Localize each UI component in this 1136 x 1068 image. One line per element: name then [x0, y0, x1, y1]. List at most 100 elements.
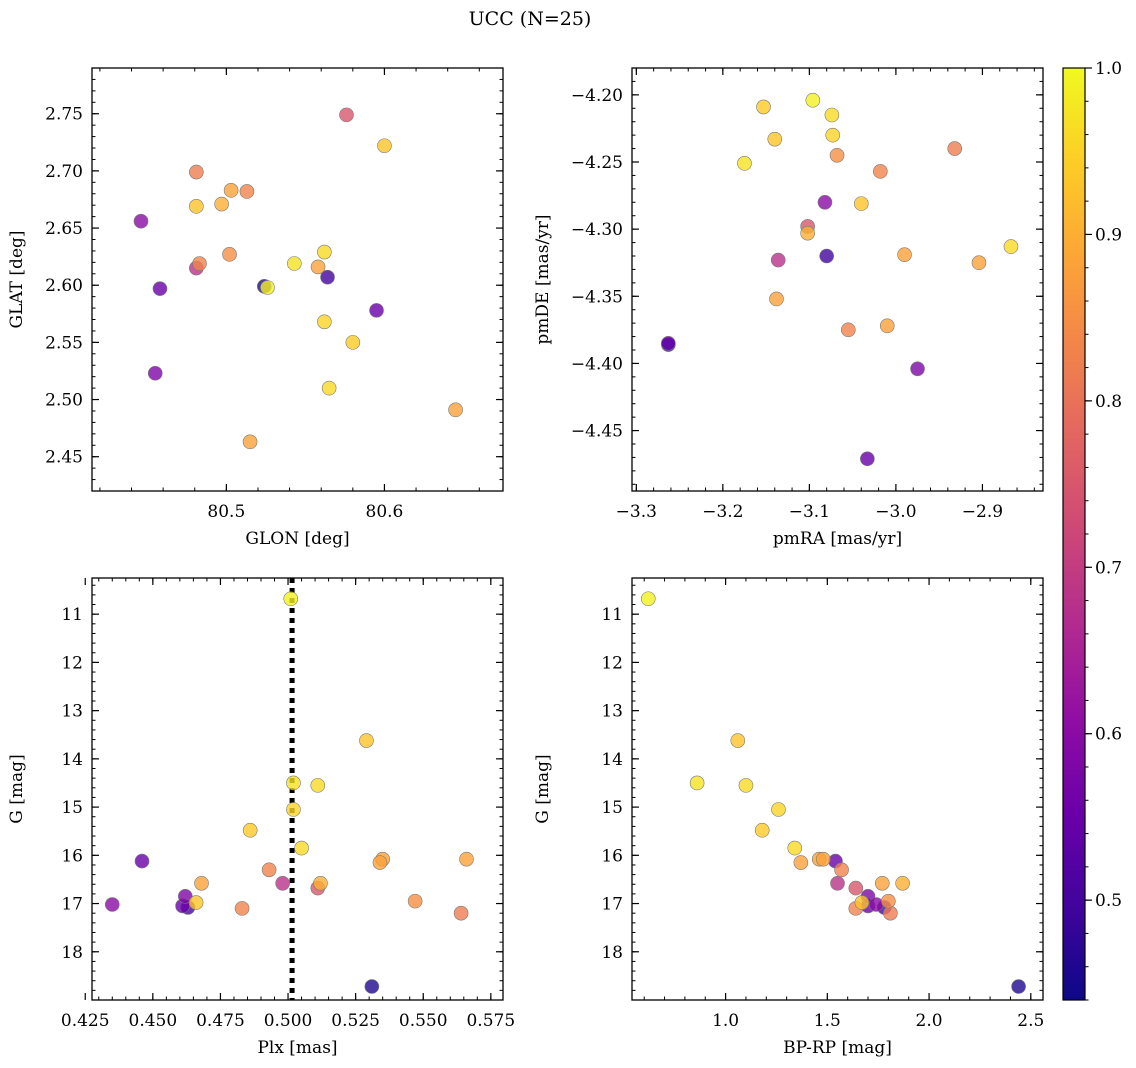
y-tick-label: 2.45 — [45, 448, 83, 468]
x-tick-label: 2.0 — [916, 1011, 943, 1031]
y-tick-label: −4.25 — [571, 153, 623, 173]
scatter-point — [881, 893, 896, 909]
scatter-point — [868, 897, 884, 912]
scatter-point — [310, 778, 326, 793]
y-tick-label: 17 — [601, 895, 623, 915]
scatter-point — [339, 107, 354, 123]
scatter-point — [188, 895, 204, 910]
scatter-point — [372, 855, 388, 870]
scatter-point — [286, 775, 301, 791]
colorbar-gradient — [1063, 68, 1085, 1000]
scatter-point — [147, 365, 163, 381]
scatter-point — [177, 889, 193, 904]
scatter-point — [767, 131, 783, 147]
scatter-point — [848, 880, 864, 896]
x-axis-label: BP-RP [mag] — [783, 1038, 892, 1058]
x-axis-label: pmRA [mas/yr] — [773, 529, 902, 549]
scatter-point — [242, 822, 258, 838]
scatter-point — [947, 141, 963, 156]
scatter-point — [640, 591, 656, 607]
data-layer — [133, 107, 463, 450]
x-tick-label: −3.0 — [875, 502, 916, 522]
scatter-point — [873, 164, 888, 179]
y-tick-label: 2.60 — [45, 276, 83, 296]
scatter-point — [189, 164, 204, 180]
data-layer — [661, 92, 1019, 467]
scatter-point — [377, 138, 392, 154]
scatter-point — [320, 269, 335, 285]
scatter-point — [829, 147, 845, 163]
scatter-point — [817, 194, 833, 210]
scatter-point — [345, 335, 361, 350]
x-tick-label: −3.2 — [702, 502, 743, 522]
y-tick-label: 14 — [61, 750, 83, 770]
colorbar: 0.5 0.6 0.7 0.8 0.9 1.0 — [1062, 59, 1122, 1001]
y-tick-label: 17 — [61, 895, 83, 915]
panel-plx-g: 0.425 0.450 0.475 0.500 0.525 0.550 0.575 11 12 1… — [7, 577, 515, 1058]
scatter-point — [133, 213, 149, 229]
scatter-point — [286, 802, 301, 817]
scatter-point — [1003, 239, 1019, 254]
scatter-point — [860, 451, 875, 467]
scatter-point — [261, 862, 277, 878]
data-layer — [104, 578, 474, 1000]
y-tick-label: 15 — [601, 798, 623, 818]
colorbar-tick-label: 0.9 — [1095, 225, 1122, 245]
scatter-point — [134, 853, 150, 869]
scatter-point — [793, 855, 809, 870]
y-tick-label: 12 — [61, 653, 83, 673]
y-tick-label: 11 — [61, 605, 83, 625]
x-tick-label: 80.5 — [207, 502, 245, 522]
colorbar-tick-label: 0.6 — [1095, 725, 1122, 745]
scatter-point — [800, 225, 815, 241]
x-tick-label: 0.575 — [466, 1011, 515, 1031]
y-tick-label: 11 — [601, 605, 623, 625]
scatter-point — [834, 862, 849, 878]
y-tick-label: −4.20 — [571, 86, 623, 106]
scatter-point — [223, 183, 239, 198]
scatter-point — [459, 851, 474, 867]
scatter-point — [738, 778, 754, 793]
y-tick-label: 2.75 — [45, 105, 83, 125]
y-axis-label: G [mag] — [533, 754, 553, 823]
scatter-point — [407, 893, 423, 909]
scatter-point — [189, 199, 204, 214]
scatter-point — [879, 318, 895, 334]
scatter-point — [294, 840, 309, 856]
y-tick-label: 16 — [601, 846, 623, 866]
colorbar-tick-label: 0.7 — [1095, 558, 1122, 578]
scatter-point — [192, 256, 207, 271]
scatter-point — [283, 591, 299, 607]
x-tick-label: 80.6 — [366, 502, 404, 522]
scatter-point — [453, 905, 469, 921]
y-tick-label: 2.50 — [45, 391, 83, 411]
y-tick-label: 13 — [61, 702, 83, 722]
y-tick-label: 18 — [61, 943, 83, 963]
x-tick-label: 0.425 — [61, 1011, 110, 1031]
scatter-point — [841, 322, 856, 338]
y-tick-label: 13 — [601, 702, 623, 722]
panel-glon-glat: 80.5 80.6 2.45 2.50 2.55 2.60 2.65 2.70 2.75 GLON… — [7, 67, 504, 549]
scatter-point — [769, 291, 784, 307]
y-tick-label: −4.30 — [571, 220, 623, 240]
x-tick-label: 1.0 — [712, 1011, 739, 1031]
y-tick-label: 12 — [601, 653, 623, 673]
y-axis-label: pmDE [mas/yr] — [533, 214, 553, 344]
scatter-point — [756, 99, 771, 115]
data-layer — [640, 591, 1026, 994]
scatter-point — [825, 127, 841, 143]
x-tick-label: 0.525 — [331, 1011, 380, 1031]
scatter-point — [815, 851, 831, 867]
scatter-point — [689, 775, 705, 791]
x-tick-label: 1.5 — [814, 1011, 841, 1031]
scatter-point — [321, 380, 337, 396]
colorbar-tick-label: 0.5 — [1095, 891, 1122, 911]
y-tick-label: 14 — [601, 750, 623, 770]
y-tick-label: 18 — [601, 943, 623, 963]
scatter-point — [194, 875, 209, 891]
x-tick-label: 2.5 — [1017, 1011, 1044, 1031]
y-axis-label: GLAT [deg] — [7, 230, 27, 328]
scatter-point — [830, 875, 845, 891]
y-tick-label: 2.65 — [45, 219, 83, 239]
